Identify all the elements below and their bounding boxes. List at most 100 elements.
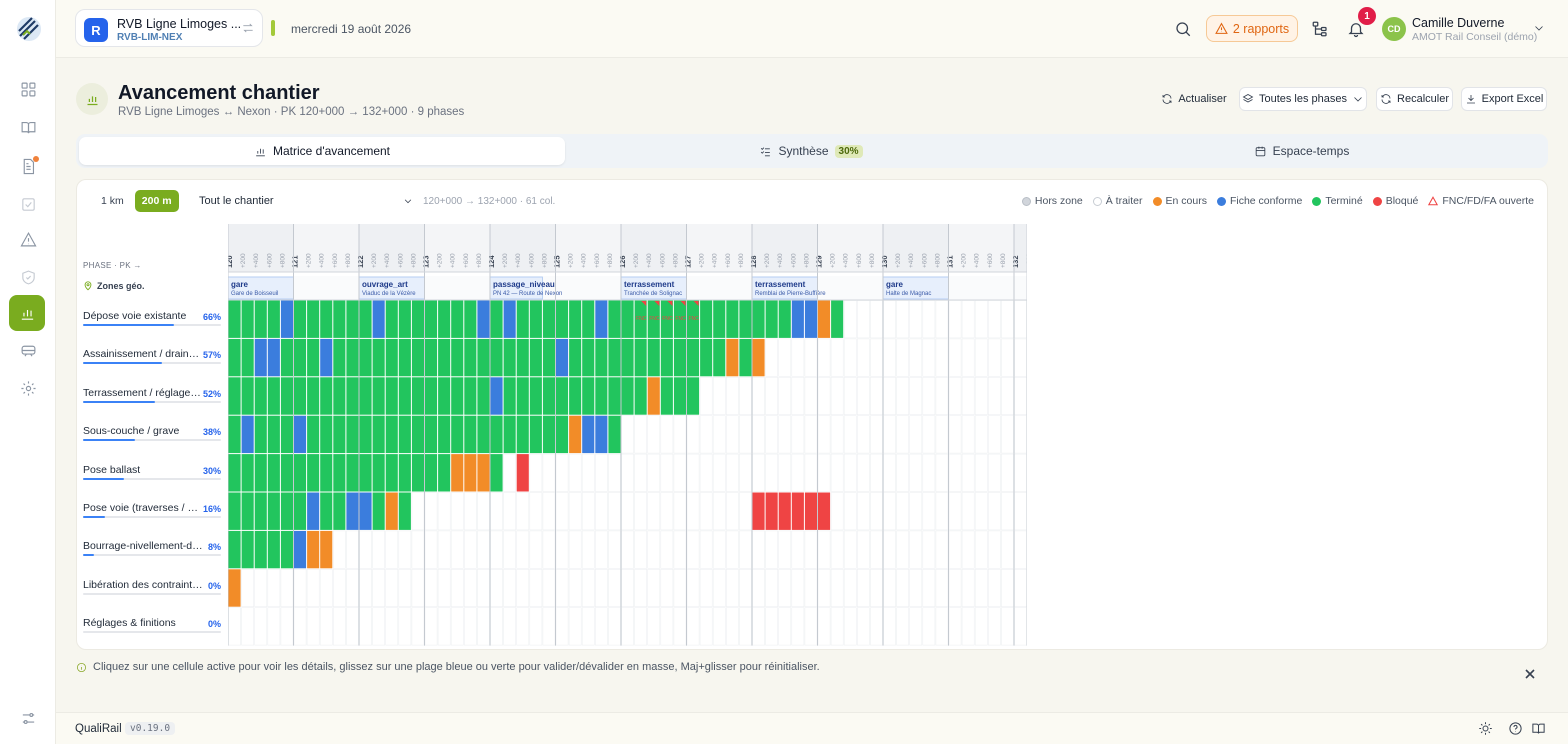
matrix-cell[interactable] (398, 492, 411, 530)
phase-row[interactable]: Pose voie (traverses / LRS) 16% (83, 493, 221, 531)
matrix-cell[interactable] (451, 300, 464, 338)
matrix-cell[interactable] (398, 415, 411, 454)
matrix-cell[interactable] (818, 492, 831, 530)
matrix-cell[interactable] (385, 377, 398, 415)
matrix-cell[interactable] (411, 300, 424, 338)
phase-row[interactable]: Terrassement / réglage pla... 52% (83, 378, 221, 416)
matrix-cell[interactable] (582, 300, 595, 338)
matrix-cell[interactable] (254, 415, 267, 454)
matrix-cell[interactable] (451, 454, 464, 492)
matrix-cell[interactable] (294, 300, 307, 338)
matrix-cell[interactable] (307, 300, 320, 338)
matrix-cell[interactable] (477, 454, 490, 492)
matrix-cell[interactable] (451, 415, 464, 454)
matrix-cell[interactable] (542, 338, 555, 377)
matrix-cell[interactable] (529, 377, 542, 415)
matrix-cell[interactable] (634, 300, 647, 338)
matrix-cell[interactable] (582, 377, 595, 415)
matrix-cell[interactable] (503, 300, 516, 338)
matrix-cell[interactable] (464, 454, 477, 492)
matrix-cell[interactable] (254, 492, 267, 530)
document-icon[interactable] (17, 155, 39, 177)
matrix-cell[interactable] (556, 300, 569, 338)
matrix-cell[interactable] (477, 377, 490, 415)
matrix-cell[interactable] (438, 338, 451, 377)
matrix-cell[interactable] (228, 377, 241, 415)
matrix-cell[interactable] (621, 338, 634, 377)
matrix-cell[interactable] (333, 377, 346, 415)
matrix-cell[interactable] (503, 415, 516, 454)
matrix-cell[interactable] (320, 338, 333, 377)
matrix-cell[interactable] (687, 300, 700, 338)
matrix-cell[interactable] (254, 454, 267, 492)
matrix-cell[interactable] (687, 338, 700, 377)
resolution-1km-button[interactable]: 1 km (101, 195, 124, 207)
phases-dropdown[interactable]: Toutes les phases (1239, 87, 1367, 111)
phase-row[interactable]: Bourrage-nivellement-dress... 8% (83, 531, 221, 569)
sliders-icon[interactable] (17, 707, 39, 729)
search-icon[interactable] (1174, 20, 1192, 38)
matrix-cell[interactable] (490, 377, 503, 415)
matrix-cell[interactable] (438, 415, 451, 454)
matrix-cell[interactable] (241, 492, 254, 530)
matrix-cell[interactable] (228, 454, 241, 492)
matrix-cell[interactable] (647, 300, 660, 338)
matrix-cell[interactable] (307, 415, 320, 454)
matrix-cell[interactable] (372, 300, 385, 338)
matrix-cell[interactable] (464, 300, 477, 338)
matrix-cell[interactable] (280, 454, 293, 492)
shield-icon[interactable] (17, 266, 39, 288)
matrix-cell[interactable] (765, 492, 778, 530)
matrix-cell[interactable] (228, 415, 241, 454)
matrix-cell[interactable] (516, 300, 529, 338)
phase-row[interactable]: Dépose voie existante 66% (83, 301, 221, 339)
app-logo-icon[interactable] (15, 14, 43, 44)
matrix-cell[interactable] (752, 300, 765, 338)
matrix-cell[interactable] (438, 300, 451, 338)
project-selector[interactable]: R RVB Ligne Limoges ... RVB-LIM-NEX (75, 9, 263, 47)
matrix-cell[interactable] (831, 300, 844, 338)
matrix-cell[interactable] (359, 415, 372, 454)
tab-matrix[interactable]: Matrice d'avancement (79, 137, 565, 165)
matrix-cell[interactable] (556, 338, 569, 377)
matrix-cell[interactable] (267, 492, 280, 530)
matrix-cell[interactable] (280, 338, 293, 377)
matrix-cell[interactable] (346, 492, 359, 530)
matrix-cell[interactable] (425, 454, 438, 492)
matrix-cell[interactable] (569, 415, 582, 454)
matrix-cell[interactable] (739, 338, 752, 377)
matrix-cell[interactable] (228, 300, 241, 338)
matrix-cell[interactable] (556, 415, 569, 454)
matrix-cell[interactable] (294, 530, 307, 569)
matrix-cell[interactable] (294, 454, 307, 492)
matrix-cell[interactable] (490, 454, 503, 492)
matrix-cell[interactable] (660, 300, 673, 338)
matrix-cell[interactable] (241, 377, 254, 415)
matrix-cell[interactable] (438, 377, 451, 415)
matrix-cell[interactable] (660, 377, 673, 415)
matrix-cell[interactable] (228, 492, 241, 530)
matrix-cell[interactable] (372, 492, 385, 530)
matrix-cell[interactable] (307, 377, 320, 415)
matrix-cell[interactable] (464, 415, 477, 454)
matrix-cell[interactable] (713, 338, 726, 377)
settings-gear-icon[interactable] (17, 377, 39, 399)
matrix-cell[interactable] (267, 530, 280, 569)
matrix-cell[interactable] (307, 492, 320, 530)
matrix-cell[interactable] (398, 377, 411, 415)
matrix-cell[interactable] (425, 300, 438, 338)
matrix-cell[interactable] (608, 377, 621, 415)
close-icon[interactable] (1524, 668, 1536, 680)
matrix-cell[interactable] (582, 415, 595, 454)
matrix-cell[interactable] (359, 300, 372, 338)
matrix-cell[interactable] (425, 338, 438, 377)
matrix-cell[interactable] (647, 338, 660, 377)
matrix-cell[interactable] (372, 338, 385, 377)
user-avatar[interactable]: CD (1382, 17, 1406, 41)
matrix-cell[interactable] (411, 338, 424, 377)
matrix-cell[interactable] (516, 377, 529, 415)
matrix-cell[interactable] (582, 338, 595, 377)
matrix-cell[interactable] (516, 454, 529, 492)
phase-row[interactable]: Réglages & finitions 0% (83, 608, 221, 646)
matrix-cell[interactable] (477, 415, 490, 454)
